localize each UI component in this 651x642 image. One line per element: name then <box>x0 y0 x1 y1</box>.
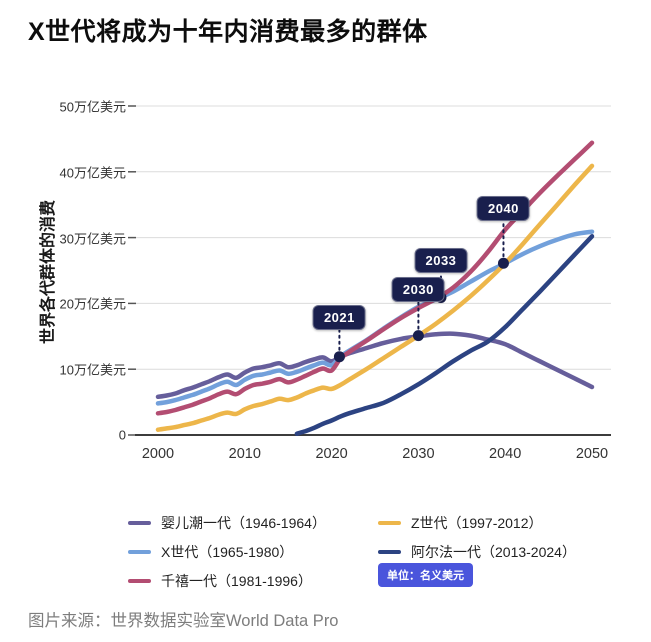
x-tick-label: 2020 <box>315 446 348 462</box>
legend-swatch-genx <box>128 549 151 555</box>
legend-swatch-genz <box>378 520 401 526</box>
y-tick-label: 30万亿美元 <box>59 231 126 247</box>
legend-column-right: Z世代（1997-2012） 阿尔法一代（2013-2024） <box>378 513 576 562</box>
x-tick-label: 2030 <box>402 446 435 462</box>
legend-swatch-millennials <box>128 578 151 584</box>
annotation-label-2030: 2030 <box>391 276 445 302</box>
legend-item-genx: X世代（1965-1980） <box>128 542 293 562</box>
legend-item-millennials: 千禧一代（1981-1996） <box>128 571 312 591</box>
annotation-label-2040: 2040 <box>476 196 530 222</box>
page-title: X世代将成为十年内消费最多的群体 <box>28 18 428 46</box>
annotation-label-2033: 2033 <box>414 248 468 274</box>
legend-swatch-boomers <box>128 520 151 526</box>
y-tick-label: 40万亿美元 <box>59 165 126 181</box>
x-tick-label: 2050 <box>575 446 609 462</box>
unit-badge: 单位：名义美元 <box>378 563 473 587</box>
legend-swatch-alpha <box>378 549 401 555</box>
series-line-millennials <box>155 140 595 416</box>
legend-label: 阿尔法一代（2013-2024） <box>411 544 576 560</box>
annotation-dot <box>333 351 345 363</box>
y-tick-label: 0 <box>118 427 126 443</box>
series-line-genx <box>155 229 595 406</box>
legend-item-genz: Z世代（1997-2012） <box>378 513 543 533</box>
annotation-label-2021: 2021 <box>312 304 366 330</box>
y-tick-label: 20万亿美元 <box>59 296 126 312</box>
y-tick-label: 10万亿美元 <box>59 362 126 378</box>
legend-item-boomers: 婴儿潮一代（1946-1964） <box>128 513 326 533</box>
series-line-alpha <box>294 234 595 436</box>
legend-item-alpha: 阿尔法一代（2013-2024） <box>378 542 576 562</box>
x-tick-label: 2000 <box>141 446 175 462</box>
annotation-dot <box>497 257 509 269</box>
legend-label: X世代（1965-1980） <box>161 544 294 560</box>
y-tick-label: 50万亿美元 <box>59 99 126 115</box>
legend-column-left: 婴儿潮一代（1946-1964） X世代（1965-1980） 千禧一代（1981-… <box>128 513 326 591</box>
legend-label: Z世代（1997-2012） <box>411 515 543 531</box>
x-tick-label: 2010 <box>228 446 261 462</box>
legend-label: 千禧一代（1981-1996） <box>161 573 312 589</box>
legend-label: 婴儿潮一代（1946-1964） <box>161 515 326 531</box>
annotation-dot <box>412 330 424 342</box>
series-line-genz <box>155 163 595 432</box>
x-tick-label: 2040 <box>489 446 522 462</box>
source-credit: 图片来源：世界数据实验室World Data Pro <box>28 612 339 630</box>
